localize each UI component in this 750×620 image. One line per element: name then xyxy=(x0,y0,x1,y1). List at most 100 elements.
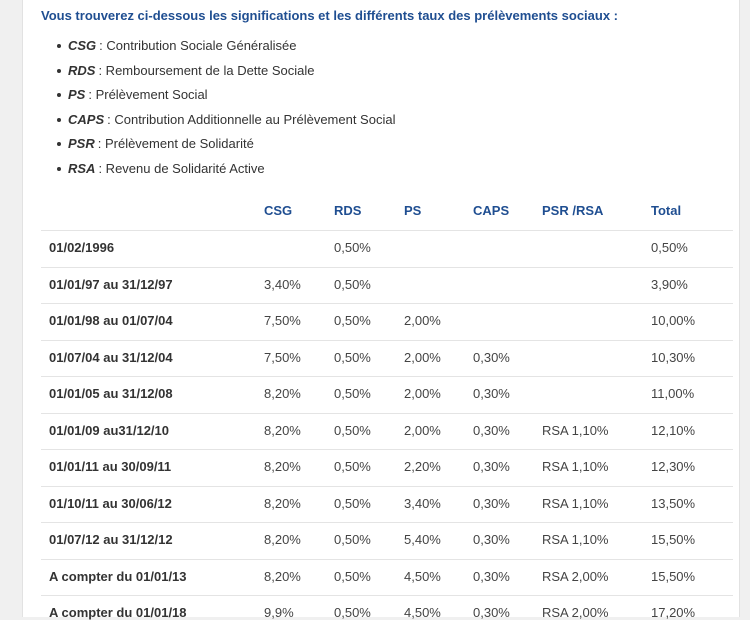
table-cell: 2,00% xyxy=(404,422,441,438)
table-cell: 0,50% xyxy=(334,568,371,584)
row-label: 01/02/1996 xyxy=(49,240,115,255)
table-cell: 0,50% xyxy=(651,240,688,255)
row-separator xyxy=(41,485,733,487)
row-label: 01/01/97 au 31/12/97 xyxy=(49,276,173,292)
list-item: CAPS: Contribution Additionnelle au Prél… xyxy=(56,111,396,127)
description: : Contribution Additionnelle au Prélèvem… xyxy=(107,111,396,127)
table-cell: 8,20% xyxy=(264,459,301,474)
table-cell: 2,00% xyxy=(404,313,441,328)
intro: Vous trouverez ci-dessous les significat… xyxy=(41,8,619,23)
row-label: 01/01/98 au 01/07/04 xyxy=(49,313,173,328)
abbreviation: RSA xyxy=(68,160,96,176)
table-cell: 2,20% xyxy=(404,459,441,474)
table-cell: 12,10% xyxy=(651,422,696,438)
list-item: PS: Prélèvement Social xyxy=(57,87,208,102)
abbreviation: CSG xyxy=(68,38,97,53)
table-cell: 4,50% xyxy=(404,605,441,620)
row-separator xyxy=(41,376,733,377)
table-cell: 3,40% xyxy=(264,276,301,292)
table-cell: 0,50% xyxy=(334,276,371,292)
row-label: A compter du 01/01/13 xyxy=(49,568,187,584)
table-cell: 0,30% xyxy=(473,422,510,438)
table-cell: 8,20% xyxy=(264,568,301,584)
row-separator xyxy=(41,558,733,560)
column-header: CSG xyxy=(264,203,293,218)
row-label: 01/07/04 au 31/12/04 xyxy=(49,349,173,365)
list-item: PSR: Prélèvement de Solidarité xyxy=(57,136,254,151)
table-cell: 15,50% xyxy=(651,568,696,584)
table-cell: 12,30% xyxy=(651,459,696,474)
description: : Revenu de Solidarité Active xyxy=(98,160,265,176)
description: : Remboursement de la Dette Sociale xyxy=(98,62,315,78)
table-cell: 3,40% xyxy=(404,495,441,511)
table-cell: 0,50% xyxy=(334,349,371,365)
row-separator xyxy=(41,595,733,596)
table-cell: 8,20% xyxy=(264,532,301,547)
row-separator xyxy=(41,230,733,231)
table-cell: 3,90% xyxy=(651,276,688,292)
table-cell: 7,50% xyxy=(264,313,301,328)
description: : Prélèvement Social xyxy=(88,87,208,102)
abbreviation: RDS xyxy=(68,62,96,78)
row-label: 01/01/05 au 31/12/08 xyxy=(49,386,173,401)
row-label: 01/10/11 au 30/06/12 xyxy=(49,495,172,511)
row-separator xyxy=(41,522,733,523)
table-cell: 17,20% xyxy=(651,605,696,620)
row-separator xyxy=(41,339,733,341)
column-header: Total xyxy=(651,203,682,218)
table-cell: 8,20% xyxy=(264,422,301,438)
row-label: 01/07/12 au 31/12/12 xyxy=(49,532,173,547)
column-header: CAPS xyxy=(473,203,510,218)
table-cell: RSA 2,00% xyxy=(542,605,609,620)
row-label: 01/01/11 au 30/09/11 xyxy=(49,459,172,474)
table-cell: RSA 1,10% xyxy=(542,459,609,474)
abbreviation: CAPS xyxy=(68,111,105,127)
table-cell: 15,50% xyxy=(651,532,696,547)
table-cell: 0,30% xyxy=(473,459,510,474)
description: : Contribution Sociale Généralisée xyxy=(99,38,297,53)
table-cell: RSA 2,00% xyxy=(542,568,609,584)
list-item: RSA: Revenu de Solidarité Active xyxy=(57,160,265,176)
row-separator xyxy=(41,449,733,450)
table-cell: 0,30% xyxy=(473,386,510,401)
abbreviation: PS xyxy=(68,87,86,102)
table-cell: 0,30% xyxy=(473,495,510,511)
table-cell: 5,40% xyxy=(404,532,441,547)
table-cell: 0,50% xyxy=(334,495,371,511)
table-cell: 7,50% xyxy=(264,349,301,365)
table-cell: 0,30% xyxy=(473,568,510,584)
content: Vous trouverez ci-dessous les significat… xyxy=(22,0,740,620)
table-cell: RSA 1,10% xyxy=(542,532,609,547)
table-cell: 2,00% xyxy=(404,386,441,401)
table-cell: 0,30% xyxy=(473,349,510,365)
row-label: 01/01/09 au31/12/10 xyxy=(49,422,169,438)
table-cell: 0,50% xyxy=(334,240,371,255)
table-cell: 0,50% xyxy=(334,459,371,474)
table-cell: 2,00% xyxy=(404,349,441,365)
row-label: A compter du 01/01/18 xyxy=(49,605,187,620)
table-cell: 10,30% xyxy=(651,349,696,365)
table-cell: 10,00% xyxy=(651,313,696,328)
table-cell: RSA 1,10% xyxy=(542,495,609,511)
table-cell: RSA 1,10% xyxy=(542,422,609,438)
row-separator xyxy=(41,266,733,268)
list-item: CSG: Contribution Sociale Généralisée xyxy=(56,38,297,53)
table-cell: 0,50% xyxy=(334,532,371,547)
table-cell: 4,50% xyxy=(404,568,441,584)
abbreviation: PSR xyxy=(68,136,95,151)
table-cell: 8,20% xyxy=(264,495,301,511)
table-cell: 13,50% xyxy=(651,495,696,511)
description: : Prélèvement de Solidarité xyxy=(97,136,254,151)
row-separator xyxy=(41,303,733,304)
table-cell: 11,00% xyxy=(651,386,695,401)
table-cell: 0,30% xyxy=(473,532,510,547)
table-cell: 0,30% xyxy=(473,605,510,620)
table-cell: 0,50% xyxy=(334,386,371,401)
column-header: PSR /RSA xyxy=(542,203,604,218)
table-cell: 0,50% xyxy=(334,313,371,328)
column-header: RDS xyxy=(334,203,362,218)
row-separator xyxy=(41,412,733,414)
list-item: RDS: Remboursement de la Dette Sociale xyxy=(57,62,315,78)
table-cell: 0,50% xyxy=(334,605,371,620)
